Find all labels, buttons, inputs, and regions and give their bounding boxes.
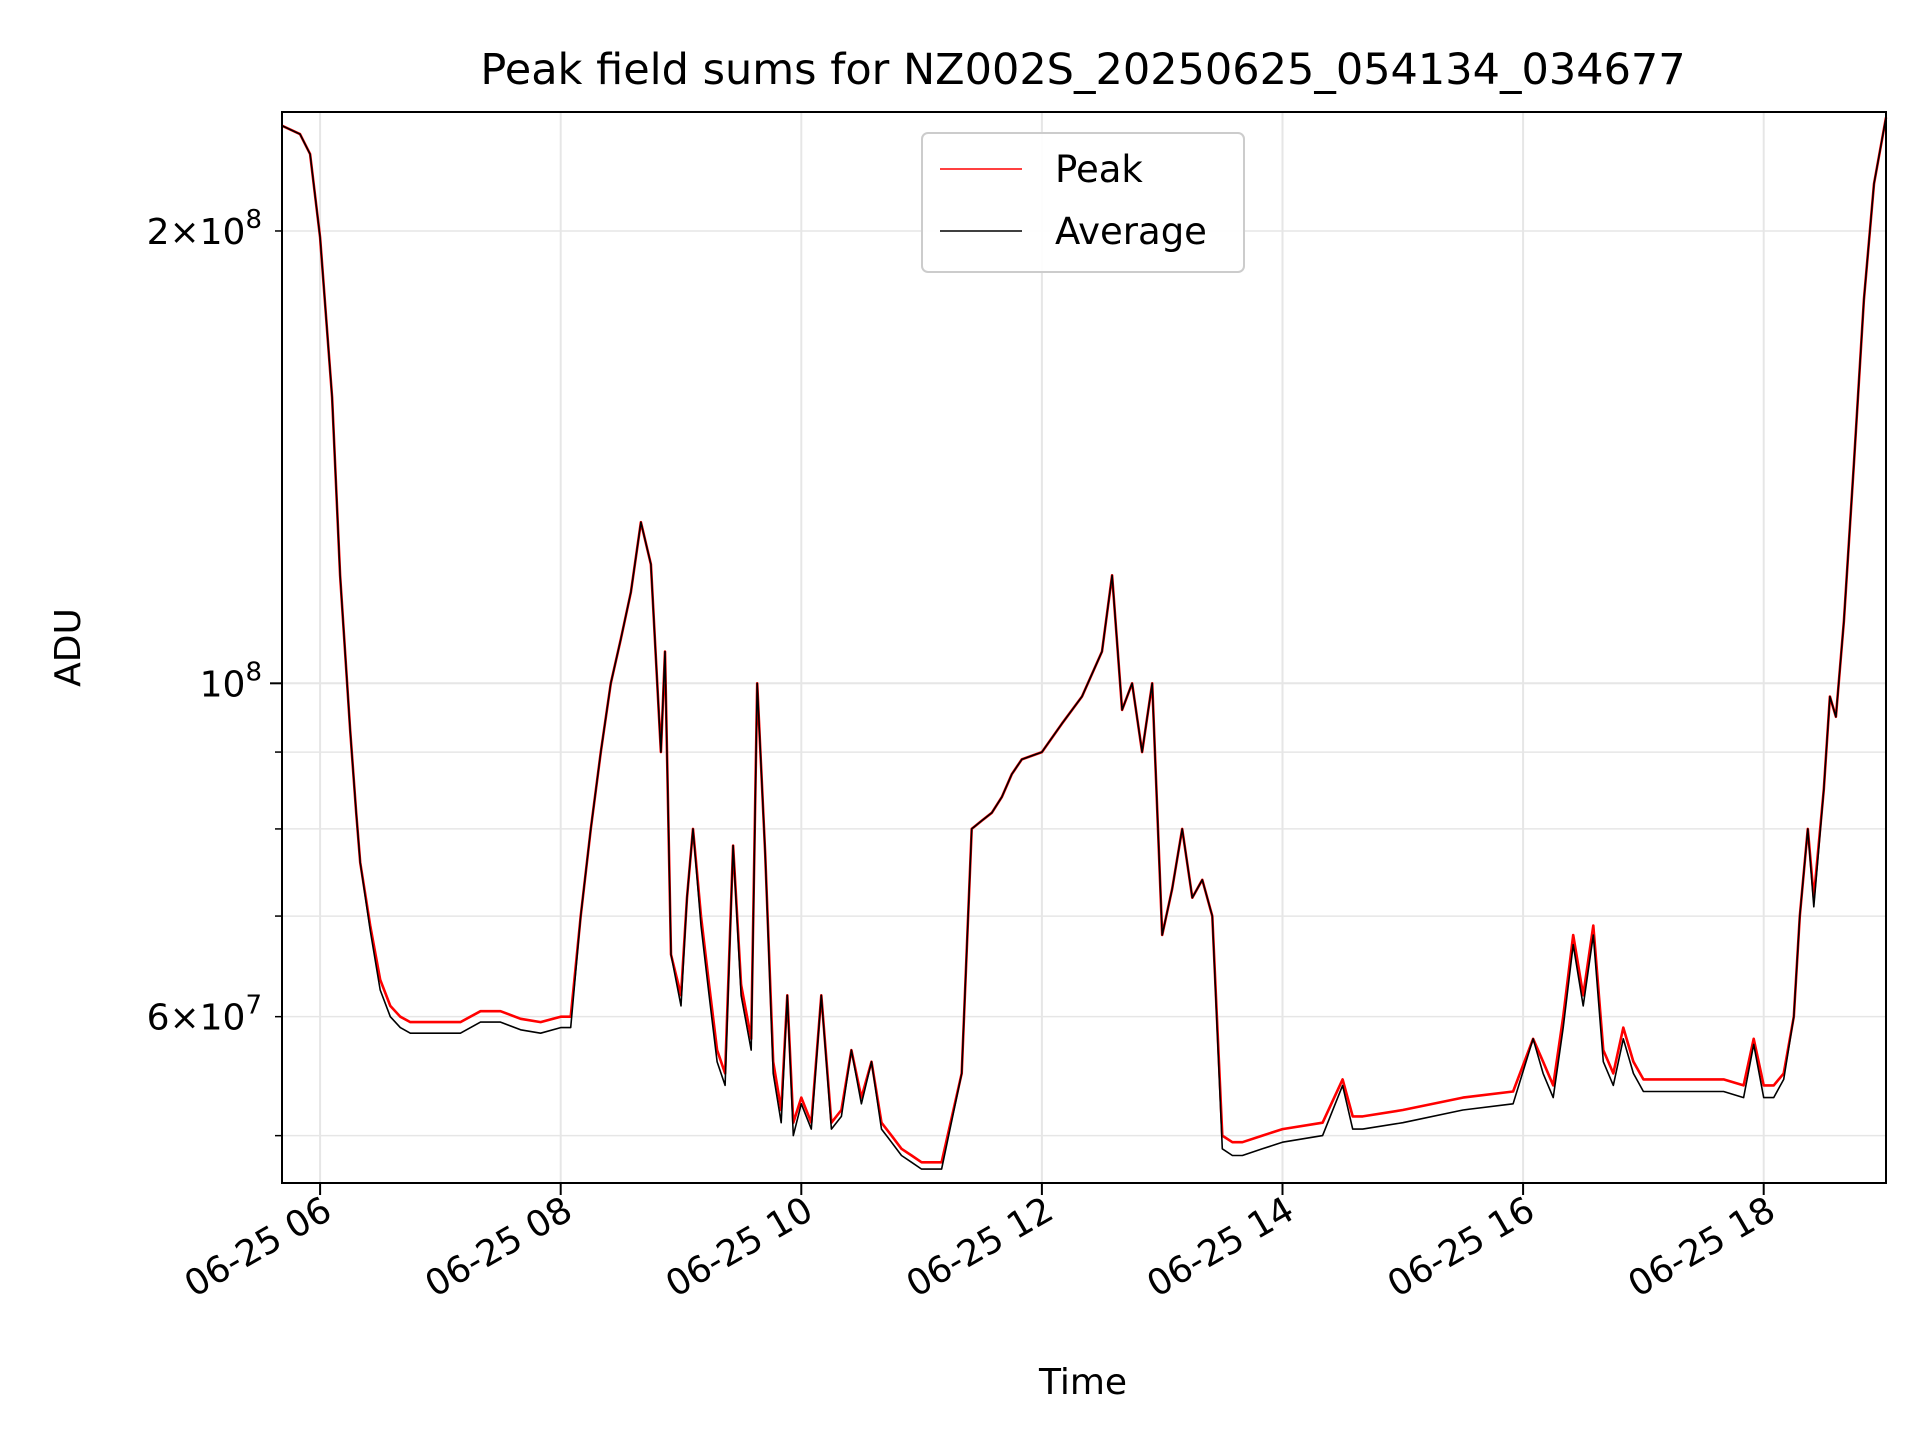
y-tick-exponent: 7: [245, 991, 262, 1021]
legend-label-peak: Peak: [1055, 148, 1143, 191]
series-layer: [281, 117, 1888, 1170]
y-tick-exponent: 8: [245, 657, 262, 687]
plot-frame: [281, 111, 1887, 1184]
y-tick-base: 10: [200, 664, 246, 705]
y-tick-base: 10: [200, 212, 246, 253]
series-line-average: [281, 117, 1887, 1170]
y-tick-base: 10: [200, 998, 246, 1039]
y-axis-label: ADU: [48, 608, 89, 687]
legend: Peak Average: [921, 132, 1245, 273]
y-tick-times: ×: [169, 998, 199, 1039]
chart-title: Peak field sums for NZ002S_20250625_0541…: [480, 45, 1685, 95]
y-tick-coef: 2: [147, 212, 170, 253]
legend-label-average: Average: [1055, 210, 1207, 253]
y-tick-label: 2×108: [147, 205, 262, 253]
y-tick-times: ×: [169, 212, 199, 253]
y-tick-exponent: 8: [245, 205, 262, 235]
y-tick-label: 6×107: [147, 991, 262, 1039]
y-tick-coef: 6: [147, 998, 170, 1039]
y-tick-label: 108: [200, 657, 262, 705]
legend-box: [921, 132, 1245, 273]
x-axis-label: Time: [1038, 1362, 1127, 1403]
